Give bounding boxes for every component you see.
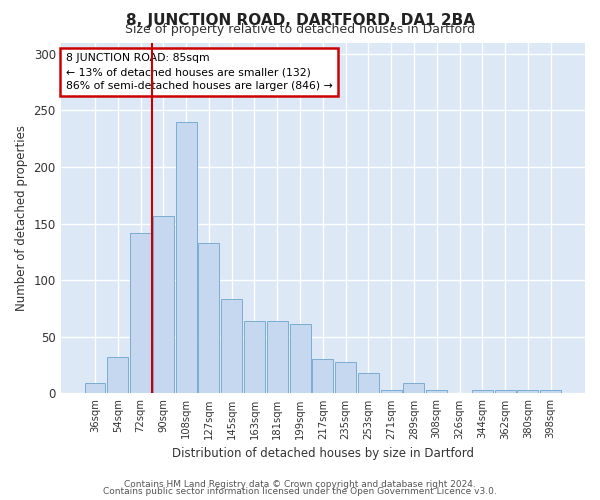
Bar (403, 383, 424, 394)
Bar (244, 321, 265, 394)
Bar (494, 390, 515, 394)
Bar (130, 232, 151, 394)
Bar (221, 300, 242, 394)
Text: 8, JUNCTION ROAD, DARTFORD, DA1 2BA: 8, JUNCTION ROAD, DARTFORD, DA1 2BA (125, 12, 475, 28)
Bar (153, 216, 174, 394)
Bar (313, 360, 334, 394)
Bar (472, 390, 493, 394)
Bar (199, 243, 220, 394)
X-axis label: Distribution of detached houses by size in Dartford: Distribution of detached houses by size … (172, 447, 474, 460)
Text: Size of property relative to detached houses in Dartford: Size of property relative to detached ho… (125, 22, 475, 36)
Bar (176, 122, 197, 394)
Bar (267, 321, 288, 394)
Bar (335, 362, 356, 394)
Text: Contains HM Land Registry data © Crown copyright and database right 2024.: Contains HM Land Registry data © Crown c… (124, 480, 476, 489)
Text: Contains public sector information licensed under the Open Government Licence v3: Contains public sector information licen… (103, 487, 497, 496)
Y-axis label: Number of detached properties: Number of detached properties (15, 125, 28, 311)
Text: 8 JUNCTION ROAD: 85sqm
← 13% of detached houses are smaller (132)
86% of semi-de: 8 JUNCTION ROAD: 85sqm ← 13% of detached… (66, 53, 332, 91)
Bar (517, 390, 538, 394)
Bar (358, 373, 379, 394)
Bar (540, 390, 561, 394)
Bar (85, 383, 106, 394)
Bar (107, 357, 128, 394)
Bar (290, 324, 311, 394)
Bar (426, 390, 447, 394)
Bar (381, 390, 401, 394)
